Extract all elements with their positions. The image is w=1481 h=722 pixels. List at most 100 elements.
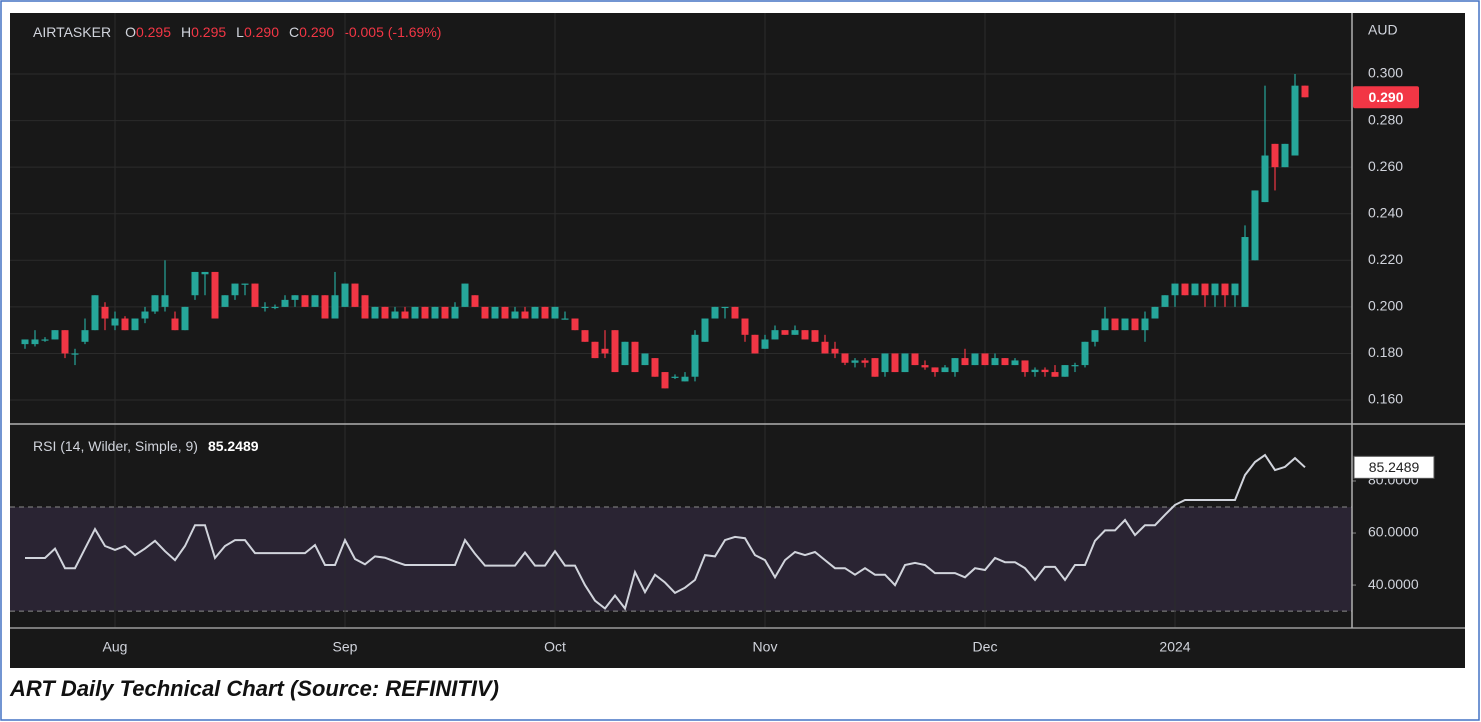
candle-body	[1091, 330, 1099, 342]
candle-body	[421, 306, 429, 319]
candle-body	[811, 330, 819, 342]
symbol: AIRTASKER	[33, 24, 111, 40]
candle-body	[401, 311, 409, 319]
candle-body	[151, 295, 159, 312]
candle-body	[901, 353, 909, 373]
candle-body	[991, 358, 999, 366]
candle-body	[491, 306, 499, 319]
candle-body	[41, 339, 49, 341]
candle-body	[1211, 283, 1219, 296]
candle-body	[921, 365, 929, 368]
candle-body	[631, 341, 639, 373]
candle-body	[261, 306, 269, 309]
candle-body	[71, 353, 79, 355]
y-tick-label: 0.280	[1368, 111, 1403, 127]
candle-body	[981, 353, 989, 366]
candle-body	[531, 306, 539, 319]
candle-body	[181, 306, 189, 331]
candle-body	[391, 311, 399, 319]
candle-body	[451, 306, 459, 319]
candle-body	[311, 295, 319, 307]
candle-body	[951, 358, 959, 373]
candle-body	[1131, 318, 1139, 331]
candle-body	[941, 367, 949, 373]
candle-body	[871, 358, 879, 377]
candle-body	[961, 358, 969, 366]
candle-body	[661, 372, 669, 389]
candle-body	[141, 311, 149, 319]
candle-body	[711, 306, 719, 319]
candle-body	[851, 360, 859, 363]
ohlc-value: 0.290	[244, 24, 279, 40]
candle-body	[1291, 85, 1299, 156]
candle-body	[351, 283, 359, 307]
candle-body	[521, 311, 529, 319]
y-tick-label: 0.180	[1368, 344, 1403, 360]
candle-body	[1261, 155, 1269, 203]
y-tick-label: 0.240	[1368, 204, 1403, 220]
candle-body	[1041, 369, 1049, 373]
price-header: AIRTASKER O0.295 H0.295 L0.290 C0.290 -0.005 …	[33, 24, 441, 40]
candle-body	[701, 318, 709, 342]
candle-body	[1191, 283, 1199, 296]
candle-body	[1081, 341, 1089, 366]
candle-body	[1271, 143, 1279, 168]
rsi-legend: RSI (14, Wilder, Simple, 9) 85.2489	[33, 438, 259, 454]
candle-body	[801, 330, 809, 340]
candle-body	[1171, 283, 1179, 296]
candle-body	[651, 358, 659, 377]
candle-body	[1281, 143, 1289, 168]
candle-body	[861, 360, 869, 363]
candle-body	[441, 306, 449, 319]
candle-body	[881, 353, 889, 373]
y-tick-label: 0.200	[1368, 298, 1403, 314]
x-tick-label: 2024	[1159, 639, 1190, 655]
rsi-value: 85.2489	[208, 438, 259, 454]
candle-body	[741, 318, 749, 335]
candle-body	[1301, 85, 1309, 98]
candle-body	[191, 271, 199, 296]
candle-body	[61, 330, 69, 354]
candle-body	[791, 330, 799, 335]
candle-body	[171, 318, 179, 331]
candle-body	[411, 306, 419, 319]
rsi-band	[10, 507, 1352, 612]
candle-body	[1181, 283, 1189, 296]
candle-body	[1201, 283, 1209, 296]
candle-body	[621, 341, 629, 366]
candle-body	[691, 334, 699, 377]
ohlc-value: 0.290	[299, 24, 334, 40]
candle-body	[471, 295, 479, 307]
rsi-title: RSI (14, Wilder, Simple, 9)	[33, 438, 198, 454]
candle-body	[371, 306, 379, 319]
candle-body	[831, 348, 839, 354]
candle-body	[101, 306, 109, 319]
candle-body	[481, 306, 489, 319]
candle-body	[241, 283, 249, 285]
candle-body	[301, 295, 309, 307]
candle-body	[551, 306, 559, 319]
candle-body	[821, 341, 829, 354]
candle-body	[91, 295, 99, 331]
candle-body	[31, 339, 39, 345]
chart: AUD AIRTASKER O0.295 H0.295 L0.290 C0.290 -0.…	[10, 13, 1465, 668]
candle-body	[1111, 318, 1119, 331]
x-tick-label: Nov	[753, 639, 778, 655]
candle-body	[131, 318, 139, 331]
candle-body	[321, 295, 329, 319]
candle-body	[581, 330, 589, 342]
candle-body	[671, 376, 679, 378]
candle-body	[501, 306, 509, 319]
candle-body	[51, 330, 59, 340]
candle-body	[781, 330, 789, 335]
y-tick-label: 0.300	[1368, 65, 1403, 81]
candle-body	[931, 367, 939, 373]
candle-body	[601, 348, 609, 354]
candle-body	[1101, 318, 1109, 331]
candle-body	[1021, 360, 1029, 373]
candle-body	[1001, 358, 1009, 366]
candle-body	[1051, 372, 1059, 377]
candle-body	[331, 295, 339, 319]
ohlc-value: 0.295	[191, 24, 226, 40]
candle-body	[1251, 190, 1259, 261]
